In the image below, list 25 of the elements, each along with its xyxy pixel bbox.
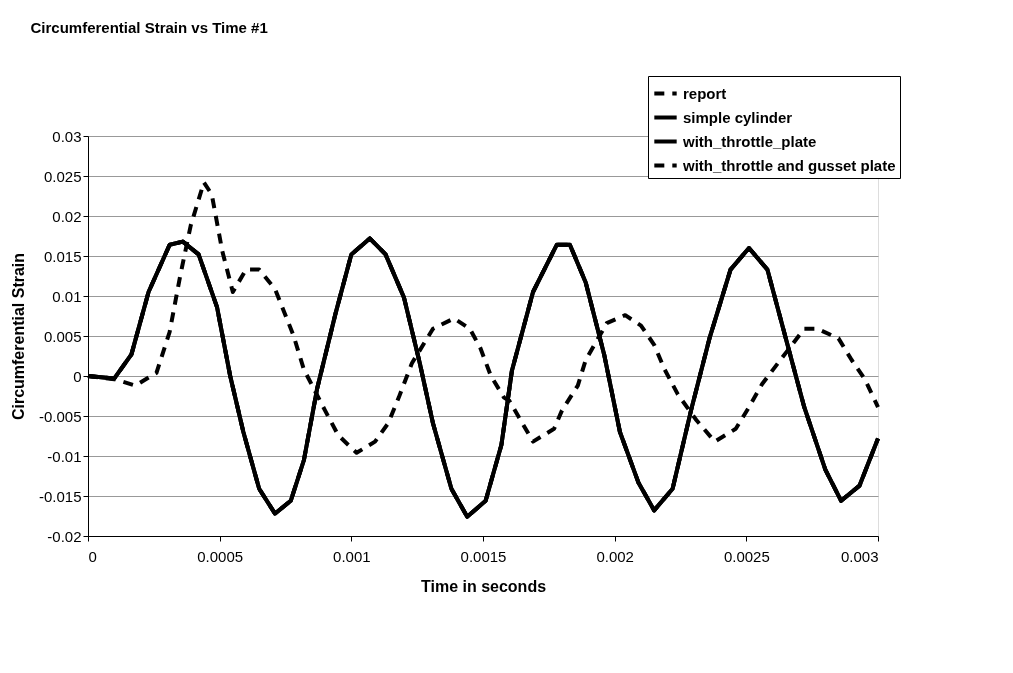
x-tick-label: 0.0015	[460, 547, 507, 565]
x-axis-title: Time in seconds	[420, 577, 547, 595]
x-tick-label: 0	[88, 547, 97, 565]
y-axis-title: Circumferential Strain	[9, 252, 27, 421]
y-tick-label: 0.025	[43, 167, 82, 185]
y-tick-label: 0.015	[43, 247, 82, 265]
y-tick-label: -0.015	[38, 487, 82, 505]
x-tick-label: 0.0025	[723, 547, 770, 565]
y-tick-label: 0.01	[52, 287, 82, 305]
legend-label: report	[683, 84, 727, 102]
x-tick-label: 0.003	[840, 547, 879, 565]
legend-label: with_throttle and gusset plate	[682, 156, 896, 174]
y-tick-label: 0.02	[52, 207, 82, 225]
legend-label: simple cylinder	[683, 108, 793, 126]
x-tick-label: 0.002	[596, 547, 634, 565]
y-tick-label: -0.005	[38, 407, 82, 425]
y-tick-label: 0.03	[52, 127, 82, 145]
x-tick-label: 0.001	[333, 547, 371, 565]
y-tick-label: 0.005	[43, 327, 82, 345]
y-tick-label: -0.02	[47, 527, 82, 545]
y-tick-label: -0.01	[47, 447, 82, 465]
x-tick-label: 0.0005	[197, 547, 244, 565]
chart-title: Circumferential Strain vs Time #1	[30, 18, 268, 36]
legend-label: with_throttle_plate	[682, 132, 817, 150]
y-tick-label: 0	[73, 367, 82, 385]
